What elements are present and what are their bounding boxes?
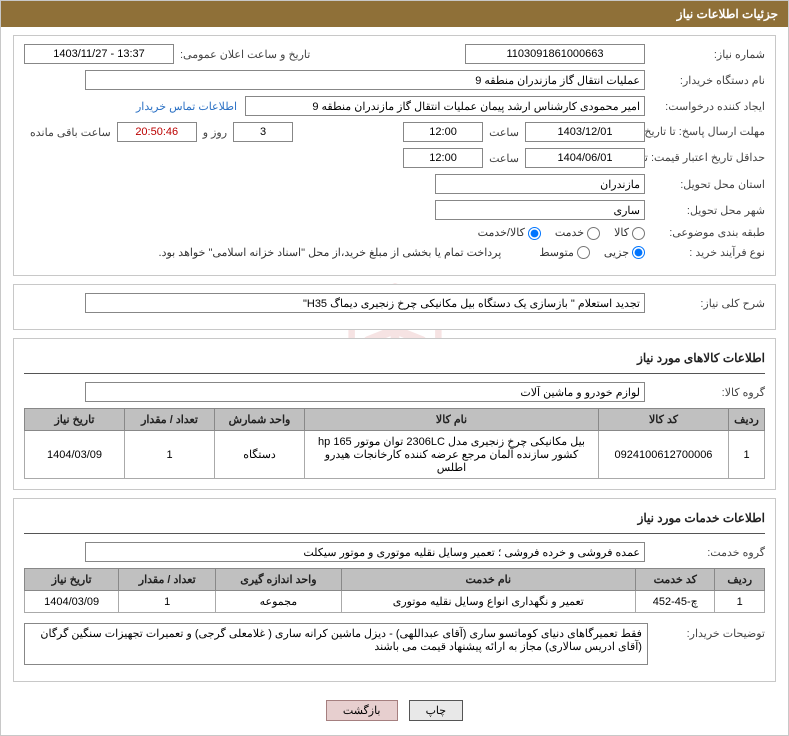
- table-cell: چ-45-452: [636, 591, 715, 613]
- desc-label: شرح کلی نیاز:: [645, 297, 765, 310]
- validity-time: [403, 148, 483, 168]
- goods-group-field: [85, 382, 645, 402]
- deadline-time: [403, 122, 483, 142]
- table-cell: 1: [715, 591, 765, 613]
- table-header: تعداد / مقدار: [125, 409, 215, 431]
- services-panel: اطلاعات خدمات مورد نیاز گروه خدمت: ردیفک…: [13, 498, 776, 682]
- days-and: روز و: [197, 126, 233, 139]
- table-header: تعداد / مقدار: [119, 569, 216, 591]
- services-group-field: [85, 542, 645, 562]
- need-no-field: [465, 44, 645, 64]
- table-header: ردیف: [715, 569, 765, 591]
- table-header: واحد شمارش: [215, 409, 305, 431]
- time-label-2: ساعت: [483, 152, 525, 165]
- remain-label: ساعت باقی مانده: [24, 126, 117, 139]
- table-cell: دستگاه: [215, 431, 305, 479]
- buyer-org-field: [85, 70, 645, 90]
- goods-group-label: گروه کالا:: [645, 386, 765, 399]
- button-row: چاپ بازگشت: [1, 690, 788, 735]
- table-row: 10924100612700006بیل مکانیکی چرخ زنجیری …: [25, 431, 765, 479]
- process-label: نوع فرآیند خرید :: [645, 246, 765, 259]
- table-row: 1چ-45-452تعمیر و نگهداری انواع وسایل نقل…: [25, 591, 765, 613]
- table-cell: 1: [119, 591, 216, 613]
- cat-service[interactable]: خدمت: [555, 226, 600, 240]
- buyer-org-label: نام دستگاه خریدار:: [645, 74, 765, 87]
- table-cell: بیل مکانیکی چرخ زنجیری مدل 2306LC توان م…: [305, 431, 599, 479]
- cat-goods[interactable]: کالا: [614, 226, 645, 240]
- desc-panel: شرح کلی نیاز:: [13, 284, 776, 330]
- buyer-notes-label: توضیحات خریدار:: [648, 623, 765, 640]
- deadline-label: مهلت ارسال پاسخ: تا تاریخ:: [645, 126, 765, 138]
- table-header: نام کالا: [305, 409, 599, 431]
- goods-table: ردیفکد کالانام کالاواحد شمارشتعداد / مقد…: [24, 408, 765, 479]
- table-cell: 0924100612700006: [599, 431, 729, 479]
- table-cell: مجموعه: [216, 591, 341, 613]
- time-label-1: ساعت: [483, 126, 525, 139]
- proc-medium[interactable]: متوسط: [539, 246, 590, 260]
- countdown: [117, 122, 197, 142]
- deadline-date: [525, 122, 645, 142]
- table-header: تاریخ نیاز: [25, 409, 125, 431]
- services-group-label: گروه خدمت:: [645, 546, 765, 559]
- table-header: کد خدمت: [636, 569, 715, 591]
- table-header: نام خدمت: [341, 569, 635, 591]
- province-field: [435, 174, 645, 194]
- main-panel: شماره نیاز: تاریخ و ساعت اعلان عمومی: نا…: [13, 35, 776, 276]
- announce-label: تاریخ و ساعت اعلان عمومی:: [174, 48, 316, 61]
- print-button[interactable]: چاپ: [409, 700, 464, 721]
- table-header: کد کالا: [599, 409, 729, 431]
- table-header: ردیف: [729, 409, 765, 431]
- back-button[interactable]: بازگشت: [326, 700, 398, 721]
- table-cell: 1404/03/09: [25, 431, 125, 479]
- announce-field: [24, 44, 174, 64]
- buyer-notes-field: فقط تعمیرگاهای دنیای کوماتسو ساری (آقای …: [24, 623, 648, 665]
- requester-label: ایجاد کننده درخواست:: [645, 100, 765, 113]
- requester-field: [245, 96, 645, 116]
- table-header: تاریخ نیاز: [25, 569, 119, 591]
- desc-field: [85, 293, 645, 313]
- table-cell: تعمیر و نگهداری انواع وسایل نقلیه موتوری: [341, 591, 635, 613]
- services-table: ردیفکد خدمتنام خدمتواحد اندازه گیریتعداد…: [24, 568, 765, 613]
- days-left: [233, 122, 293, 142]
- contact-link[interactable]: اطلاعات تماس خریدار: [136, 100, 237, 113]
- table-cell: 1404/03/09: [25, 591, 119, 613]
- goods-panel: اطلاعات کالاهای مورد نیاز گروه کالا: ردی…: [13, 338, 776, 490]
- province-label: استان محل تحویل:: [645, 178, 765, 191]
- city-field: [435, 200, 645, 220]
- goods-heading: اطلاعات کالاهای مورد نیاز: [24, 347, 765, 374]
- table-cell: 1: [125, 431, 215, 479]
- city-label: شهر محل تحویل:: [645, 204, 765, 217]
- category-label: طبقه بندی موضوعی:: [645, 226, 765, 239]
- table-header: واحد اندازه گیری: [216, 569, 341, 591]
- validity-date: [525, 148, 645, 168]
- table-cell: 1: [729, 431, 765, 479]
- proc-note: پرداخت تمام یا بخشی از مبلغ خرید،از محل …: [159, 246, 508, 259]
- proc-partial[interactable]: جزیی: [604, 246, 645, 260]
- cat-both[interactable]: کالا/خدمت: [478, 226, 541, 240]
- title-bar: جزئیات اطلاعات نیاز: [1, 1, 788, 27]
- validity-label: حداقل تاریخ اعتبار قیمت: تا تاریخ:: [645, 152, 765, 164]
- need-no-label: شماره نیاز:: [645, 48, 765, 61]
- services-heading: اطلاعات خدمات مورد نیاز: [24, 507, 765, 534]
